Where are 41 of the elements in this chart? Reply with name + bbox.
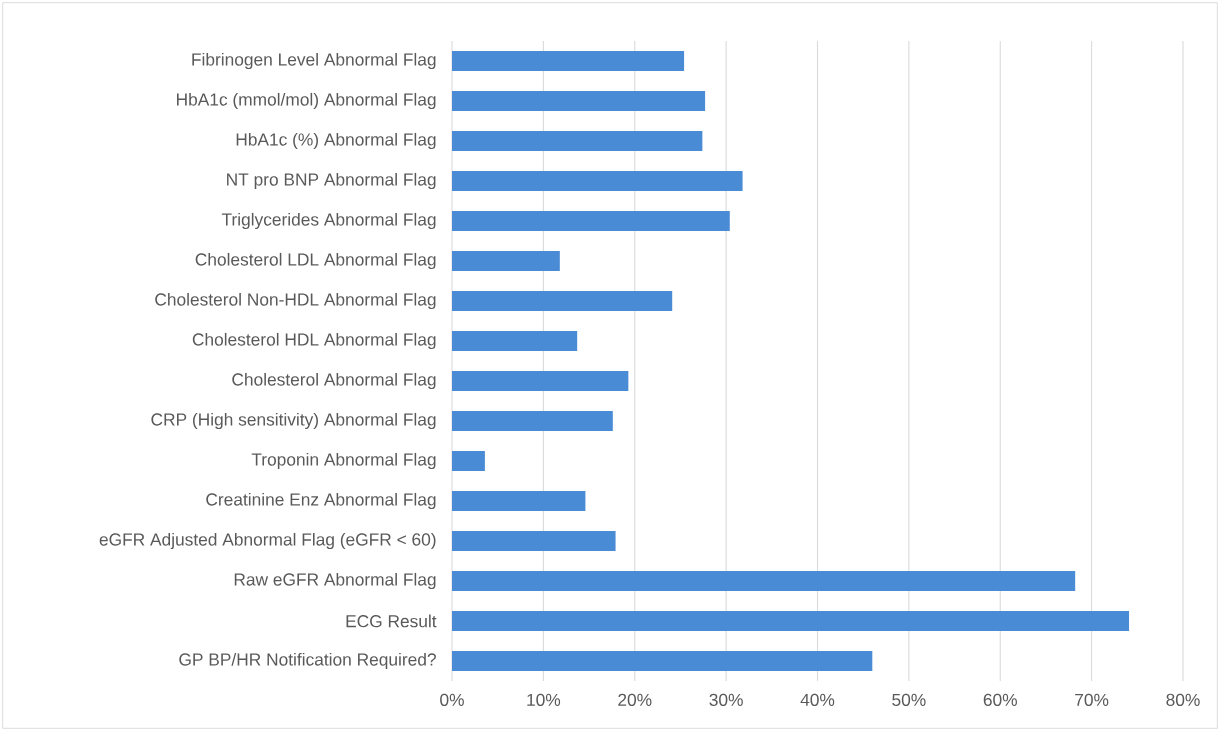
bar	[452, 490, 586, 511]
x-tick-label: 60%	[983, 693, 1017, 706]
x-tick-label: 30%	[709, 693, 743, 706]
y-tick-label: Creatinine Enz Abnormal Flag	[206, 492, 436, 510]
x-tick-label: 10%	[527, 693, 561, 706]
y-tick-label: HbA1c (%) Abnormal Flag	[236, 132, 436, 150]
y-tick-label: Cholesterol HDL Abnormal Flag	[192, 332, 436, 350]
x-tick-label: 70%	[1075, 693, 1109, 706]
x-tick-label: 40%	[800, 693, 835, 706]
bar	[452, 51, 685, 71]
x-tick-label: 80%	[1166, 693, 1200, 706]
y-tick-label: eGFR Adjusted Abnormal Flag (eGFR < 60)	[99, 532, 436, 550]
bar	[452, 171, 743, 191]
bar	[452, 530, 616, 551]
bar	[452, 370, 629, 391]
y-tick-label: GP BP/HR Notification Required?	[179, 652, 436, 670]
x-tick-label: 20%	[618, 693, 652, 706]
y-tick-label: HbA1c (mmol/mol) Abnormal Flag	[177, 92, 436, 110]
y-tick-label: Cholesterol LDL Abnormal Flag	[195, 252, 436, 270]
bar	[452, 210, 730, 231]
bar	[452, 290, 673, 311]
y-tick-label: Cholesterol Abnormal Flag	[232, 372, 436, 390]
y-tick-label: ECG Result	[346, 614, 437, 628]
y-tick-label: NT pro BNP Abnormal Flag	[227, 172, 436, 190]
bar	[452, 450, 485, 471]
bar	[452, 410, 613, 431]
bar	[452, 650, 873, 671]
x-tick-label: 0%	[440, 693, 464, 706]
y-tick-label: Cholesterol Non-HDL Abnormal Flag	[155, 292, 436, 310]
y-tick-label: Fibrinogen Level Abnormal Flag	[192, 52, 436, 70]
bar	[452, 610, 1130, 631]
bar	[452, 130, 703, 151]
y-tick-label: CRP (High sensitivity) Abnormal Flag	[151, 412, 436, 430]
bar	[452, 90, 706, 111]
bar	[452, 251, 560, 271]
y-tick-label: Troponin Abnormal Flag	[251, 452, 436, 470]
x-tick-label: 50%	[892, 693, 926, 706]
y-tick-label: Triglycerides Abnormal Flag	[221, 212, 436, 230]
y-tick-label: Raw eGFR Abnormal Flag	[234, 572, 436, 590]
bar	[452, 330, 578, 351]
bar	[452, 570, 1076, 591]
